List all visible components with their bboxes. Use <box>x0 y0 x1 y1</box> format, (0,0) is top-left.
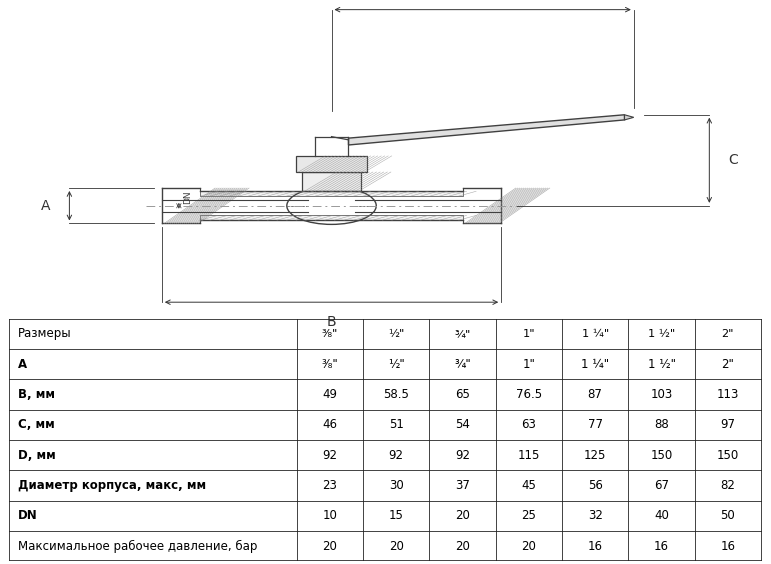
Text: A: A <box>19 358 28 371</box>
Polygon shape <box>348 114 625 145</box>
Text: 65: 65 <box>455 388 470 401</box>
Polygon shape <box>296 156 367 172</box>
Text: ½": ½" <box>388 358 405 371</box>
Text: 49: 49 <box>322 388 338 401</box>
Text: 20: 20 <box>322 540 337 553</box>
Polygon shape <box>625 114 634 120</box>
Text: 23: 23 <box>322 479 337 492</box>
Polygon shape <box>200 191 463 196</box>
Text: 113: 113 <box>716 388 739 401</box>
Text: D, мм: D, мм <box>19 448 56 461</box>
Text: B: B <box>327 315 336 329</box>
Text: 51: 51 <box>389 418 404 431</box>
Text: B, мм: B, мм <box>19 388 56 401</box>
Text: 1": 1" <box>523 329 535 339</box>
Text: Размеры: Размеры <box>19 327 72 340</box>
Text: A: A <box>41 199 50 213</box>
Text: 2": 2" <box>722 329 734 339</box>
Text: ³⁄₈": ³⁄₈" <box>322 329 338 339</box>
Text: 40: 40 <box>654 509 669 522</box>
Text: 30: 30 <box>389 479 403 492</box>
Text: C, мм: C, мм <box>19 418 55 431</box>
Text: ¾": ¾" <box>454 329 471 339</box>
Text: 67: 67 <box>654 479 669 492</box>
Text: 20: 20 <box>455 540 470 553</box>
Text: DN: DN <box>19 509 38 522</box>
Text: 1 ½": 1 ½" <box>648 329 675 339</box>
Text: 103: 103 <box>651 388 672 401</box>
Text: 1 ¼": 1 ¼" <box>581 358 609 371</box>
Text: 54: 54 <box>455 418 470 431</box>
Text: ½": ½" <box>388 329 404 339</box>
Text: Диаметр корпуса, макс, мм: Диаметр корпуса, макс, мм <box>19 479 207 492</box>
Text: 63: 63 <box>521 418 537 431</box>
Text: 15: 15 <box>389 509 404 522</box>
Text: 150: 150 <box>717 448 739 461</box>
Text: 1": 1" <box>523 358 535 371</box>
Text: 1 ½": 1 ½" <box>648 358 675 371</box>
Text: 92: 92 <box>322 448 338 461</box>
Text: 37: 37 <box>455 479 470 492</box>
Text: 92: 92 <box>389 448 404 461</box>
Text: 56: 56 <box>588 479 603 492</box>
Text: 92: 92 <box>455 448 470 461</box>
Text: 115: 115 <box>517 448 540 461</box>
Text: 88: 88 <box>654 418 669 431</box>
Polygon shape <box>200 215 463 220</box>
Text: 76.5: 76.5 <box>516 388 542 401</box>
Text: 58.5: 58.5 <box>383 388 409 401</box>
Text: C: C <box>729 153 739 168</box>
Text: 45: 45 <box>521 479 537 492</box>
Text: 20: 20 <box>389 540 404 553</box>
Text: 2": 2" <box>722 358 734 371</box>
Text: 50: 50 <box>720 509 736 522</box>
Text: DN: DN <box>183 191 193 204</box>
Text: Максимальное рабочее давление, бар: Максимальное рабочее давление, бар <box>19 540 258 553</box>
Text: 125: 125 <box>584 448 606 461</box>
Text: 97: 97 <box>720 418 736 431</box>
Text: 1 ¼": 1 ¼" <box>581 329 609 339</box>
Text: 16: 16 <box>654 540 669 553</box>
Text: D: D <box>477 0 488 2</box>
Text: 46: 46 <box>322 418 338 431</box>
Polygon shape <box>302 172 361 191</box>
Text: ³⁄₈": ³⁄₈" <box>322 358 338 371</box>
Text: 87: 87 <box>588 388 603 401</box>
Text: 10: 10 <box>322 509 337 522</box>
Text: 150: 150 <box>651 448 672 461</box>
Text: ¾": ¾" <box>454 358 471 371</box>
Text: 16: 16 <box>720 540 736 553</box>
Text: 77: 77 <box>588 418 603 431</box>
Text: 82: 82 <box>720 479 736 492</box>
Text: 25: 25 <box>521 509 537 522</box>
Text: 32: 32 <box>588 509 603 522</box>
Text: 20: 20 <box>521 540 537 553</box>
Text: 16: 16 <box>588 540 603 553</box>
Text: 20: 20 <box>455 509 470 522</box>
